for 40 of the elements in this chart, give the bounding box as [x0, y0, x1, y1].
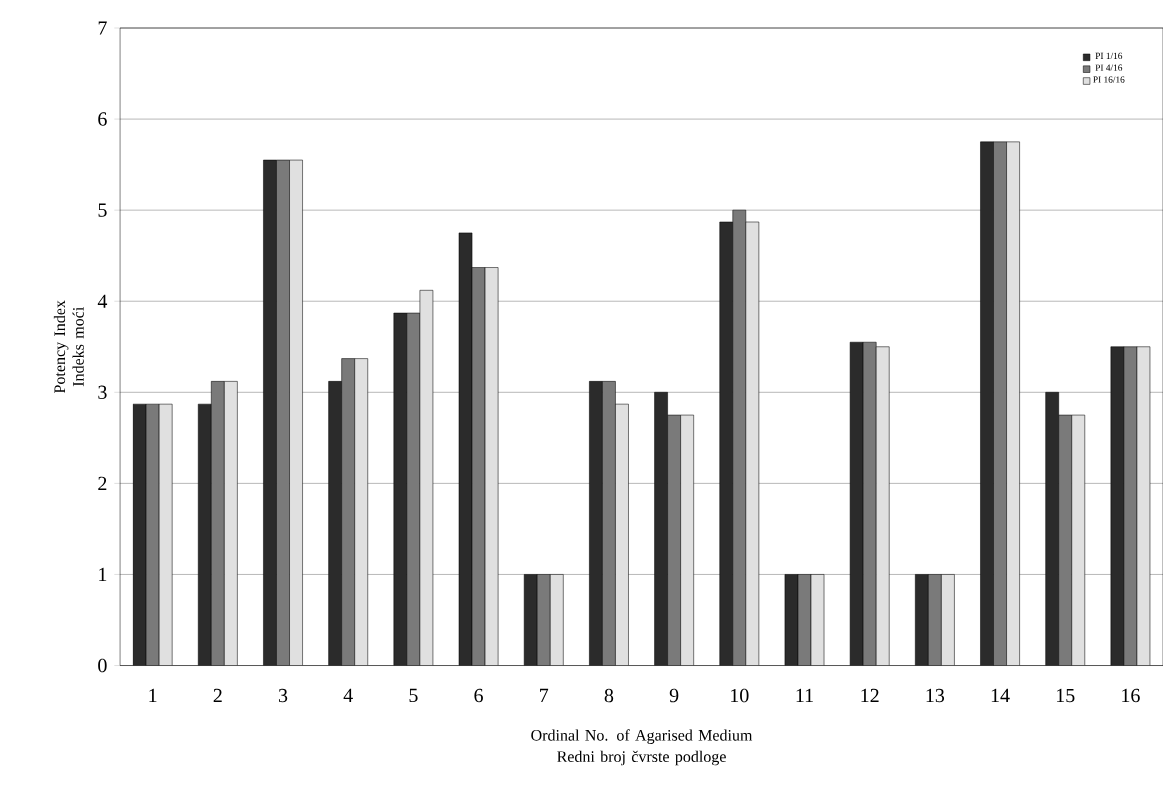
x-tick-label: 11	[796, 689, 813, 703]
bar	[341, 358, 355, 666]
bar	[667, 415, 681, 666]
x-tick-label: 7	[540, 689, 549, 703]
bar	[602, 381, 616, 666]
legend-label: PI 16/16	[1093, 76, 1125, 83]
bar	[862, 342, 877, 666]
bar	[993, 141, 1007, 666]
x-tick-label: 5	[409, 689, 418, 703]
x-tick-label: 1	[149, 689, 157, 703]
x-tick-label: 4	[343, 689, 353, 703]
y-tick-label: 3	[98, 385, 107, 400]
y-tick-label: 5	[98, 203, 107, 218]
legend-label: PI 4/16	[1095, 64, 1123, 72]
y-tick-label: 7	[98, 21, 107, 35]
bar	[1058, 415, 1073, 666]
x-axis-title: Ordinal No. of Agarised Medium Redni broj čvrste podloge	[531, 729, 753, 766]
y-tick-label: 6	[98, 112, 107, 127]
x-tick-label: 3	[278, 689, 288, 703]
x-tick-label: 14	[991, 689, 1010, 703]
x-tick-label: 15	[1056, 689, 1075, 703]
y-tick-label: 2	[98, 476, 107, 491]
bar	[536, 574, 551, 666]
x-tick-label: 16	[1122, 689, 1140, 703]
y-tick-label: 1	[99, 568, 107, 582]
bar	[928, 574, 942, 666]
bar	[276, 160, 290, 666]
x-tick-label: 9	[669, 689, 679, 703]
x-tick-label: 10	[731, 689, 749, 703]
y-tick-label: 0	[98, 658, 107, 673]
bar	[732, 210, 747, 666]
bar	[211, 381, 225, 666]
x-tick-label: 2	[213, 689, 222, 703]
legend-label: PI 1/16	[1095, 52, 1123, 60]
x-tick-label: 13	[926, 689, 945, 703]
y-tick-label: 4	[97, 294, 108, 309]
x-tick-label: 8	[604, 689, 614, 703]
x-tick-label: 6	[474, 689, 483, 703]
y-axis-title: Potency Index Indeks moći	[53, 300, 84, 394]
x-tick-label: 12	[861, 689, 879, 703]
